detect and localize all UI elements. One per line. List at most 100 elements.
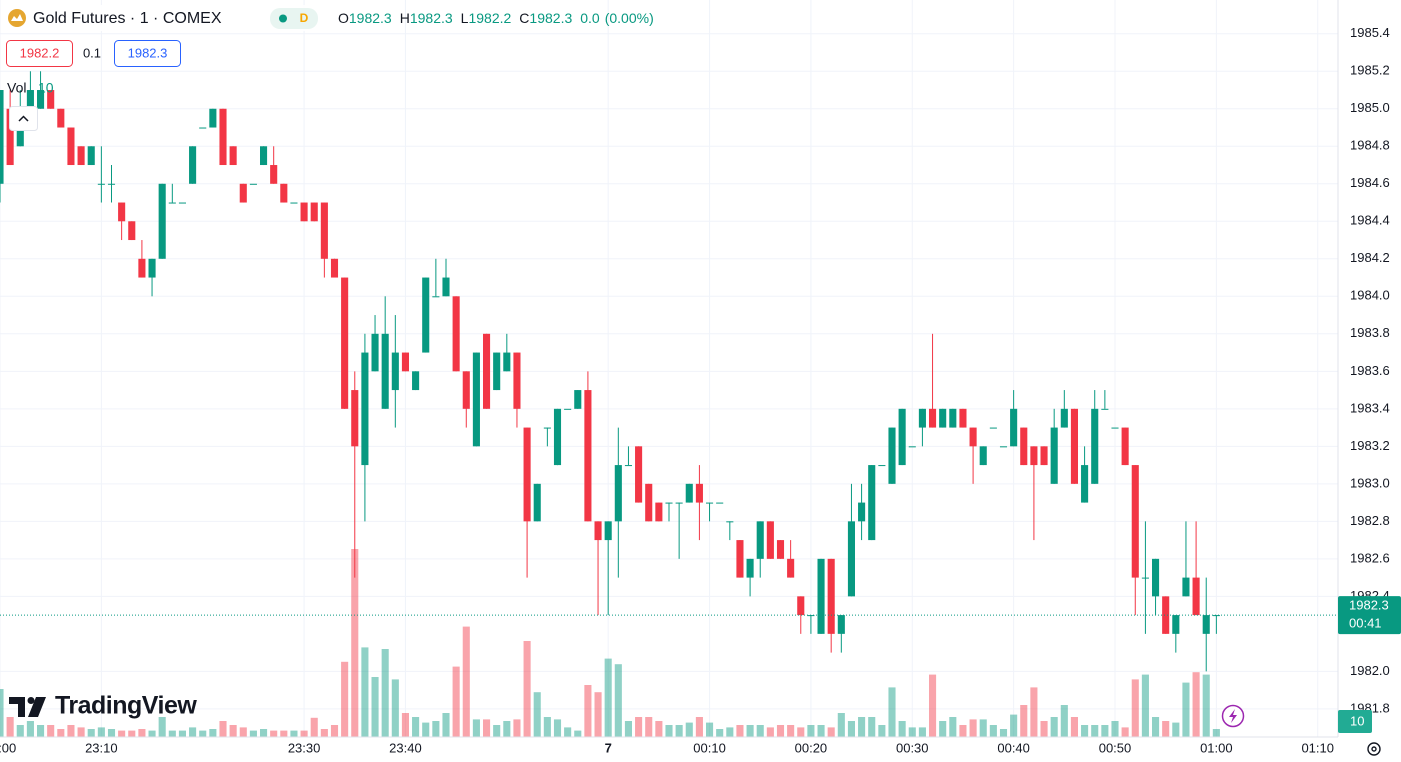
lightning-icon[interactable] [1221, 704, 1245, 728]
ask-box[interactable] [114, 40, 181, 67]
quote-row: 1982.2 0.1 1982.3 [6, 40, 181, 67]
x-tick-label: 01:00 [1200, 740, 1233, 755]
volume-label: Vol [7, 80, 26, 96]
volume-bar [989, 725, 997, 737]
candle-body [878, 465, 886, 467]
candle-body [432, 296, 440, 298]
candle-body [736, 540, 744, 578]
candle-body [412, 371, 420, 391]
volume-bar [280, 730, 288, 737]
volume-bar [807, 725, 815, 737]
candle-body [239, 183, 247, 203]
volume-bar [858, 717, 866, 737]
volume-bar [1111, 721, 1119, 737]
volume-bar [685, 722, 693, 737]
volume-bar [493, 725, 501, 737]
volume-bar [209, 729, 217, 737]
volume-bar [158, 717, 166, 737]
market-status-pill[interactable] [270, 8, 318, 29]
ask-price: 1982.3 [128, 45, 168, 60]
open-value: 1982.3 [349, 10, 392, 26]
volume-bar [1172, 722, 1180, 737]
candle-body [1192, 577, 1200, 616]
candle-body [574, 390, 582, 409]
countdown-label: 00:41 [1349, 616, 1382, 631]
y-tick-label: 1985.2 [1350, 63, 1390, 78]
candle-body [77, 146, 85, 166]
volume-bar [26, 721, 34, 737]
candle-body [0, 90, 4, 184]
volume-bar [1081, 725, 1089, 737]
candle-body [858, 502, 866, 522]
collapse-button[interactable] [9, 106, 38, 131]
candle-body [249, 183, 257, 185]
candle-body [908, 446, 916, 448]
volume-bar [371, 677, 379, 737]
volume-bar [1192, 672, 1200, 737]
candle-body [979, 446, 987, 466]
volume-bar [716, 729, 724, 737]
volume-bar [482, 719, 491, 737]
candle-body [553, 408, 562, 466]
candle-body [969, 427, 977, 447]
y-tick-label: 1984.8 [1350, 138, 1390, 153]
candle-body [868, 465, 876, 541]
y-tick-label: 1984.0 [1350, 288, 1390, 303]
brand-logo: TradingView [9, 692, 198, 720]
volume-bar [1162, 721, 1170, 737]
tag-layer: 1982.3 00:41 10 [1338, 596, 1401, 733]
volume-bar [1070, 717, 1079, 737]
high-value: 1982.3 [410, 10, 453, 26]
candle-body [57, 108, 65, 128]
header-backdrop [4, 5, 316, 31]
candle-body [320, 202, 328, 259]
volume-bar [472, 719, 480, 737]
candle-body [1040, 446, 1048, 466]
volume-bar [513, 719, 521, 737]
candle-body [401, 352, 410, 372]
volume-bar [6, 717, 14, 737]
last-price-tag [1338, 596, 1401, 635]
y-tick-label: 1984.4 [1350, 213, 1390, 228]
candle-body [655, 502, 663, 522]
candle-body [97, 183, 105, 185]
candle-body [675, 502, 683, 504]
candle-body [493, 352, 501, 391]
symbol-title[interactable]: Gold Futures · 1 · COMEX [33, 10, 222, 27]
x-tick-label: 00:20 [795, 740, 828, 755]
candle-body [695, 483, 703, 503]
candle-body [1091, 408, 1099, 484]
volume-bar [1141, 674, 1149, 737]
x-tick-label: 00:30 [896, 740, 929, 755]
candle-layer [0, 71, 1338, 672]
price-axis-panel [1338, 0, 1401, 762]
volume-bar [1101, 725, 1109, 737]
candle-body [999, 446, 1008, 448]
volume-bar [1050, 717, 1058, 737]
x-tick-label: 7 [605, 740, 612, 755]
bid-box[interactable] [6, 40, 73, 67]
volume-bar [979, 719, 987, 737]
volume-bar [148, 730, 156, 737]
candle-body [482, 333, 491, 409]
settings-icon[interactable] [1367, 742, 1381, 756]
candle-body [766, 521, 774, 559]
volume-bar [351, 549, 359, 737]
candle-body [67, 127, 75, 166]
y-tick-label: 1983.6 [1350, 363, 1390, 378]
candle-body [817, 558, 825, 634]
symbol-logo[interactable] [8, 9, 26, 27]
volume-bar [543, 717, 551, 737]
candle-body [594, 521, 602, 541]
candle-body [1010, 408, 1018, 447]
candle-body [645, 483, 653, 522]
y-tick-label: 1985.4 [1350, 25, 1390, 40]
candle-body [47, 90, 55, 109]
volume-bar [665, 725, 673, 737]
volume-bar [1202, 674, 1210, 737]
candle-body [107, 183, 116, 185]
volume-bar [1010, 714, 1018, 737]
x-tick-label: 23:40 [389, 740, 422, 755]
candle-body [939, 408, 947, 428]
